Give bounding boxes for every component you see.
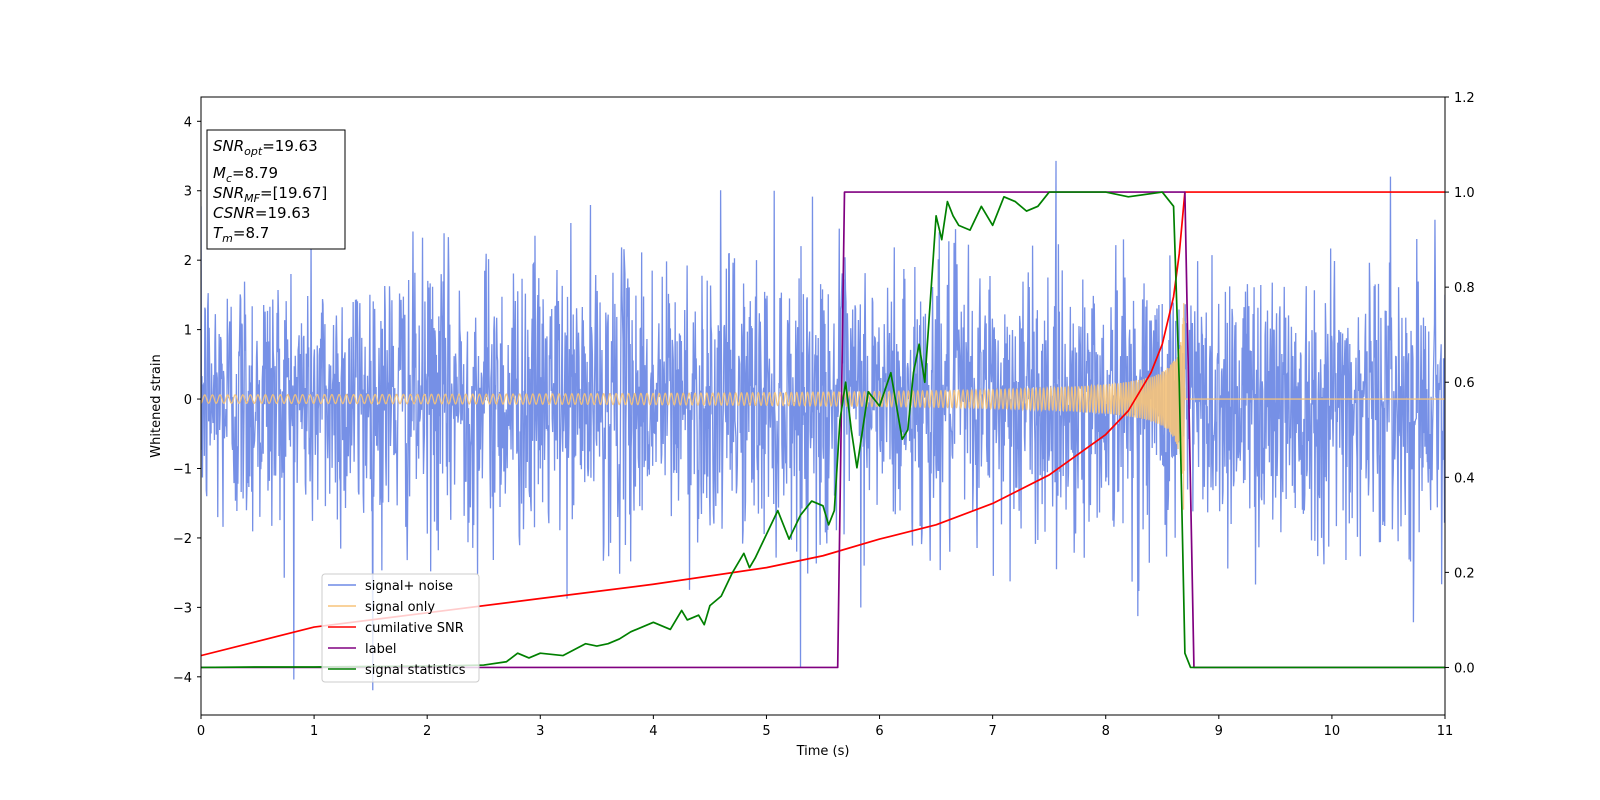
y-left-tick-label: −1: [173, 462, 192, 477]
y-right-tick-label: 0.8: [1454, 281, 1475, 296]
y-axis-label: Whitened strain: [149, 354, 164, 457]
plot-frame: [200, 96, 1446, 716]
annotation-snr-opt-sub: opt: [244, 145, 263, 158]
y-left-tick-label: −3: [173, 601, 192, 616]
annotation-csnr-value: =19.63: [255, 204, 311, 222]
y-left-tick-label: 3: [184, 185, 192, 200]
y-right-tick-label: 0.6: [1454, 376, 1475, 391]
y-left-tick-label: −4: [173, 671, 192, 686]
annotation-snr-opt-symbol: SNR: [213, 137, 244, 155]
x-tick-label: 11: [1437, 724, 1454, 739]
annotation-snr-mf-sub: MF: [244, 192, 260, 205]
x-tick-label: 5: [762, 724, 770, 739]
annotation-mc-symbol: M: [213, 164, 226, 182]
svg-text:SNRopt=19.63: SNRopt=19.63: [213, 137, 318, 158]
annotation-box: SNRopt=19.63 Mc=8.79 SNRMF=[19.67] CSNR=…: [206, 129, 346, 250]
legend-label-label: label: [365, 642, 396, 657]
x-tick-label: 0: [197, 724, 205, 739]
x-tick-label: 1: [310, 724, 318, 739]
y-left-tick-label: 0: [184, 393, 192, 408]
x-axis-label: Time (s): [796, 744, 850, 759]
series-signal-only-line: [201, 303, 1445, 510]
annotation-tm-value: =8.7: [233, 224, 269, 242]
y-left-tick-label: −2: [173, 532, 192, 547]
annotation-mc-sub: c: [226, 172, 232, 185]
legend-label-cumulative-snr: cumilative SNR: [365, 621, 464, 636]
y-left-tick-label: 1: [184, 324, 192, 339]
x-tick-label: 6: [875, 724, 883, 739]
svg-text:SNRMF=[19.67]: SNRMF=[19.67]: [213, 184, 327, 205]
x-tick-label: 2: [423, 724, 431, 739]
y-right-tick-label: 0.2: [1454, 566, 1475, 581]
annotation-mc-value: =8.79: [232, 164, 278, 182]
annotation-tm-symbol: T: [213, 224, 224, 242]
y-right-tick-label: 0.0: [1454, 661, 1475, 676]
series-signal-statistics-line: [201, 191, 1445, 669]
series-cumulative-snr-line: [201, 191, 1445, 657]
x-tick-label: 10: [1324, 724, 1341, 739]
svg-text:Tm=8.7: Tm=8.7: [213, 224, 269, 245]
legend-label-signal-noise: signal+ noise: [365, 579, 453, 594]
annotation-tm-sub: m: [222, 232, 233, 245]
annotation-snr-mf-value: =[19.67]: [260, 184, 327, 202]
x-tick-label: 7: [988, 724, 996, 739]
legend: signal+ noise signal only cumilative SNR…: [321, 573, 480, 683]
annotation-snr-mf-symbol: SNR: [213, 184, 244, 202]
y-left-tick-label: 4: [184, 115, 192, 130]
annotation-snr-opt-value: =19.63: [262, 137, 318, 155]
legend-frame: [321, 573, 480, 683]
x-tick-label: 9: [1215, 724, 1223, 739]
legend-label-signal-statistics: signal statistics: [365, 663, 466, 678]
y-right-tick-label: 0.4: [1454, 471, 1475, 486]
x-tick-label: 3: [536, 724, 544, 739]
x-tick-label: 4: [649, 724, 657, 739]
y-right-tick-label: 1.0: [1454, 186, 1475, 201]
x-tick-label: 8: [1102, 724, 1110, 739]
y-left-tick-label: 2: [184, 254, 192, 269]
svg-text:CSNR=19.63: CSNR=19.63: [213, 204, 310, 222]
y-right-tick-label: 1.2: [1454, 91, 1475, 106]
legend-label-signal-only: signal only: [365, 600, 435, 615]
annotation-csnr-symbol: CSNR: [213, 204, 255, 222]
series-signal-noise-line: [201, 160, 1445, 691]
svg-text:Mc=8.79: Mc=8.79: [213, 164, 278, 185]
